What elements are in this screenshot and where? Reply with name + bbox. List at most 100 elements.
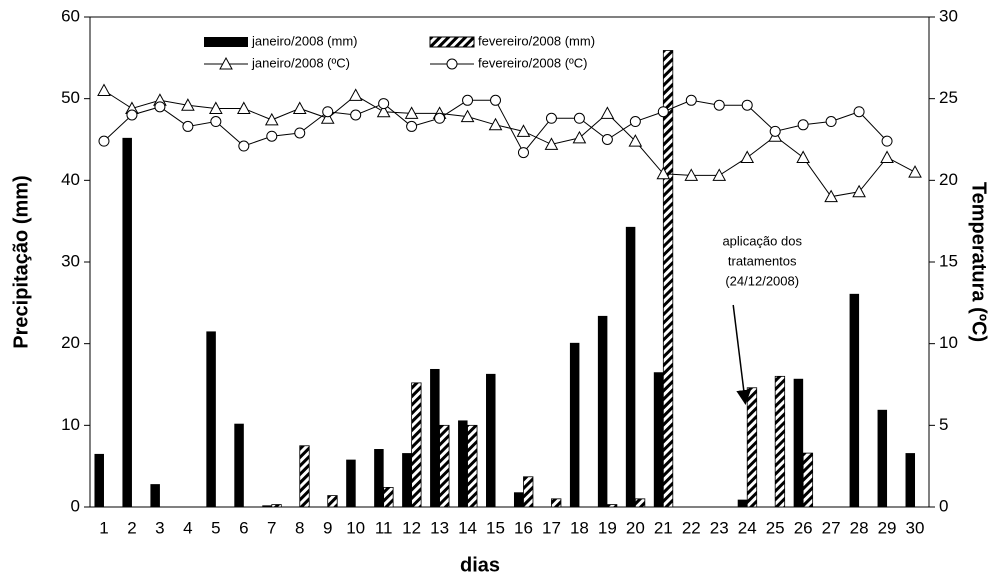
x-tick-label: 4 xyxy=(183,518,192,537)
x-tick-label: 26 xyxy=(794,518,813,537)
x-tick-label: 29 xyxy=(878,518,897,537)
marker-triangle xyxy=(209,101,223,114)
marker-triangle xyxy=(376,104,391,118)
x-tick-label: 19 xyxy=(598,518,617,537)
bar xyxy=(411,382,422,508)
y-tick-label: 30 xyxy=(61,251,80,270)
marker-triangle xyxy=(264,112,279,126)
marker-circle xyxy=(210,116,222,128)
y2-tick-label: 0 xyxy=(939,496,948,515)
bar xyxy=(746,387,758,508)
bar xyxy=(551,498,562,508)
marker-circle xyxy=(517,147,529,159)
x-tick-label: 17 xyxy=(542,518,561,537)
x-tick-label: 7 xyxy=(267,518,276,537)
marker-circle xyxy=(545,112,557,124)
annotation-arrow xyxy=(732,304,752,405)
marker-circle xyxy=(881,135,893,147)
y-tick-label: 20 xyxy=(61,333,80,352)
y2-tick-label: 15 xyxy=(939,251,958,270)
x-tick-label: 28 xyxy=(850,518,869,537)
marker-circle xyxy=(322,106,334,118)
line xyxy=(103,90,916,198)
marker-circle xyxy=(490,94,502,106)
x-tick-label: 9 xyxy=(323,518,332,537)
bar xyxy=(94,453,104,507)
marker-triangle xyxy=(824,189,838,203)
y-tick-label: 10 xyxy=(61,415,80,434)
bar xyxy=(262,505,272,507)
y-tick-label: 60 xyxy=(61,6,80,25)
marker-triangle xyxy=(348,88,363,101)
bar xyxy=(327,495,338,508)
x-tick-label: 8 xyxy=(295,518,304,537)
marker-circle xyxy=(769,125,781,137)
bar xyxy=(206,331,216,507)
y-tick-label: 40 xyxy=(61,170,80,189)
bar xyxy=(597,315,608,507)
x-tick-label: 24 xyxy=(738,518,757,537)
marker-circle xyxy=(434,112,446,124)
marker-triangle xyxy=(292,101,307,114)
marker-circle xyxy=(266,130,278,142)
marker-circle xyxy=(350,109,362,121)
marker-circle xyxy=(853,106,865,118)
marker-circle xyxy=(406,120,418,132)
bar xyxy=(234,423,244,507)
bar xyxy=(849,293,860,507)
bar xyxy=(662,50,674,508)
bar xyxy=(737,499,748,507)
x-tick-label: 18 xyxy=(570,518,589,537)
x-tick-label: 22 xyxy=(682,518,701,537)
marker-circle xyxy=(685,94,697,106)
bar xyxy=(122,137,132,507)
bar xyxy=(458,420,468,507)
marker-triangle xyxy=(460,109,475,123)
bar xyxy=(430,368,440,507)
x-tick-label: 23 xyxy=(710,518,729,537)
x-tick-label: 5 xyxy=(211,518,220,537)
x-tick-label: 1 xyxy=(99,518,108,537)
marker-triangle xyxy=(908,165,922,178)
legend-label: janeiro/2008 (mm) xyxy=(251,33,358,48)
bar xyxy=(299,445,310,508)
x-tick-label: 21 xyxy=(654,518,673,537)
marker-triangle xyxy=(684,168,699,181)
bar xyxy=(513,492,524,507)
marker-triangle xyxy=(712,168,727,181)
marker-triangle xyxy=(572,130,587,144)
bar xyxy=(439,424,450,508)
marker-triangle xyxy=(852,184,866,198)
marker-circle xyxy=(657,106,669,118)
legend-label: fevereiro/2008 (mm) xyxy=(478,33,595,48)
x-tick-label: 12 xyxy=(402,518,421,537)
y-tick-label: 0 xyxy=(71,496,80,515)
x-tick-label: 6 xyxy=(239,518,248,537)
legend-swatch xyxy=(429,36,475,48)
bar xyxy=(523,476,534,508)
marker-circle xyxy=(154,101,166,113)
x-tick-label: 2 xyxy=(127,518,136,537)
bar xyxy=(905,453,916,507)
y2-tick-label: 5 xyxy=(939,415,948,434)
annotation-text: (24/12/2008) xyxy=(725,273,799,288)
marker-circle xyxy=(797,119,809,131)
marker-circle xyxy=(573,112,585,124)
marker-triangle xyxy=(796,150,810,163)
marker-triangle xyxy=(236,101,251,114)
x-tick-label: 3 xyxy=(155,518,164,537)
bar xyxy=(606,504,618,508)
marker-triangle xyxy=(181,98,195,111)
marker-circle xyxy=(98,135,110,147)
marker-circle xyxy=(182,120,194,132)
annotation-text: aplicação dos xyxy=(722,233,802,248)
marker-circle xyxy=(713,99,725,111)
legend-swatch xyxy=(204,37,248,47)
marker-circle xyxy=(741,99,753,111)
marker-circle xyxy=(601,134,613,145)
bar xyxy=(634,498,646,508)
bar xyxy=(402,453,412,507)
marker-circle xyxy=(462,94,474,106)
marker-circle xyxy=(126,109,138,121)
x-tick-label: 16 xyxy=(514,518,533,537)
